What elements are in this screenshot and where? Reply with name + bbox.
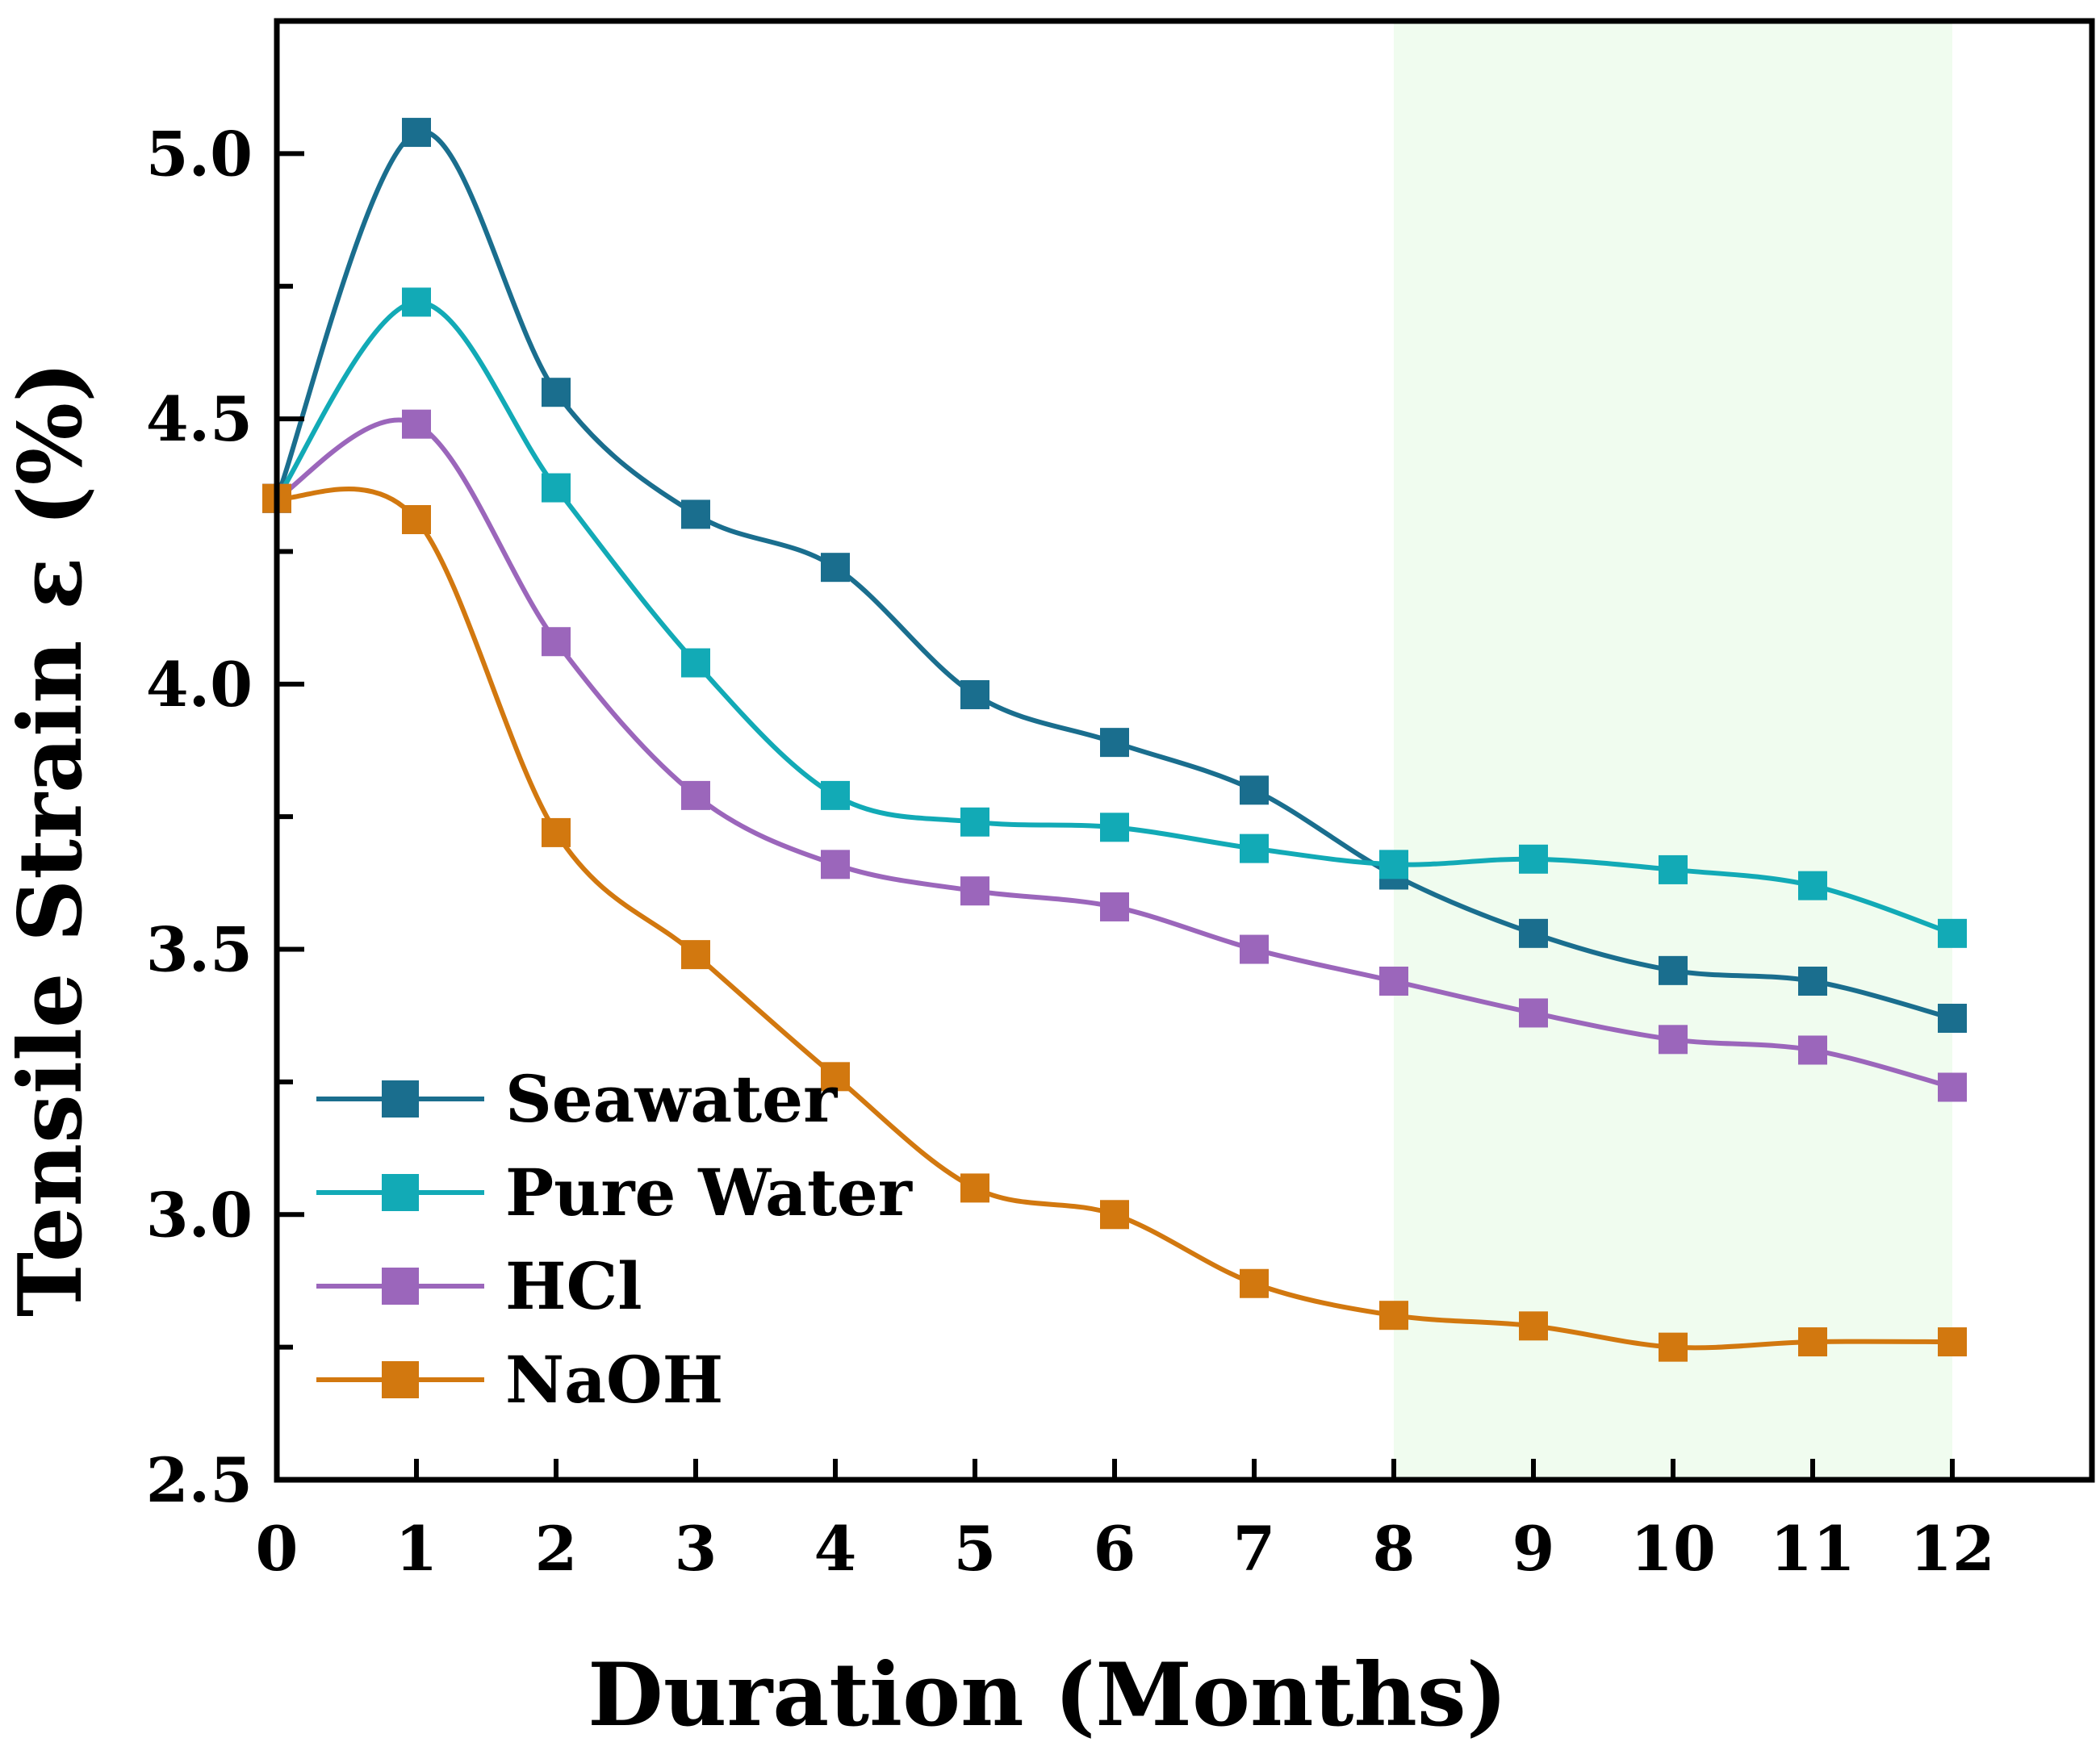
x-tick-label: 10 (1630, 1513, 1716, 1585)
x-tick-label: 2 (535, 1513, 578, 1585)
series-markers-layer (262, 118, 1967, 1362)
data-point-seawater-2 (542, 378, 571, 407)
y-tick-label: 4.5 (146, 383, 253, 455)
data-point-seawater-12 (1938, 1004, 1967, 1034)
data-point-hcl-10 (1659, 1025, 1688, 1055)
x-tick-label: 3 (675, 1513, 717, 1585)
data-point-pure-water-3 (681, 648, 710, 678)
data-point-seawater-1 (402, 118, 431, 148)
legend-marker (382, 1361, 419, 1398)
x-axis-title: Duration (Months) (588, 1644, 1508, 1746)
x-tick-label: 6 (1094, 1513, 1136, 1585)
data-point-hcl-5 (960, 876, 989, 906)
x-tick-label: 1 (395, 1513, 438, 1585)
data-point-seawater-6 (1100, 728, 1129, 758)
x-tick-label: 9 (1512, 1513, 1555, 1585)
x-tick-label: 4 (814, 1513, 857, 1585)
y-tick-label: 3.0 (146, 1179, 253, 1251)
data-point-naoh-6 (1100, 1200, 1129, 1230)
data-point-hcl-4 (821, 850, 850, 879)
series-line-seawater (274, 128, 1953, 1021)
data-point-naoh-3 (681, 940, 710, 970)
legend-label: Pure Water (505, 1155, 913, 1230)
data-point-pure-water-1 (402, 287, 431, 317)
data-point-seawater-7 (1240, 775, 1269, 805)
legend-label: HCl (505, 1248, 642, 1324)
legend-marker (382, 1268, 419, 1305)
highlight-region (1394, 21, 1952, 1480)
x-tick-label: 8 (1373, 1513, 1416, 1585)
legend-item-seawater: Seawater (316, 1061, 838, 1137)
y-tick-label: 4.0 (146, 649, 253, 721)
data-point-hcl-1 (402, 409, 431, 439)
data-point-pure-water-2 (542, 473, 571, 503)
legend-marker (382, 1080, 419, 1118)
y-tick-label: 5.0 (146, 118, 253, 190)
data-point-pure-water-4 (821, 780, 850, 810)
data-point-seawater-11 (1798, 966, 1827, 996)
data-point-hcl-2 (542, 627, 571, 657)
data-point-pure-water-6 (1100, 813, 1129, 842)
data-point-seawater-5 (960, 679, 989, 709)
legend-item-hcl: HCl (316, 1248, 642, 1324)
x-tick-label: 12 (1910, 1513, 1995, 1585)
x-tick-label: 0 (256, 1513, 299, 1585)
legend: Seawater Pure Water HCl NaOH (316, 1061, 913, 1418)
data-point-pure-water-12 (1938, 918, 1967, 948)
highlight-region-layer (1394, 21, 1952, 1480)
data-point-hcl-8 (1379, 966, 1408, 996)
data-point-naoh-4 (821, 1062, 850, 1092)
y-tick-label: 3.5 (146, 914, 253, 986)
data-point-naoh-8 (1379, 1301, 1408, 1331)
data-point-pure-water-8 (1379, 850, 1408, 879)
legend-marker (382, 1174, 419, 1211)
data-point-pure-water-7 (1240, 833, 1269, 863)
data-point-naoh-9 (1519, 1311, 1548, 1341)
data-point-naoh-2 (542, 817, 571, 847)
data-point-seawater-9 (1519, 918, 1548, 948)
data-point-seawater-3 (681, 499, 710, 529)
data-point-pure-water-11 (1798, 871, 1827, 900)
data-point-pure-water-10 (1659, 854, 1688, 884)
y-tick-label: 2.5 (146, 1444, 253, 1516)
legend-label: Seawater (505, 1061, 838, 1137)
data-point-pure-water-5 (960, 807, 989, 837)
y-axis-title: Tensile Strain ε (%) (0, 361, 102, 1317)
legend-item-pure-water: Pure Water (316, 1155, 913, 1230)
data-point-hcl-7 (1240, 934, 1269, 964)
x-tick-label: 7 (1233, 1513, 1276, 1585)
data-point-pure-water-9 (1519, 844, 1548, 874)
legend-label: NaOH (505, 1342, 723, 1418)
data-point-naoh-11 (1798, 1327, 1827, 1357)
legend-item-naoh: NaOH (316, 1342, 723, 1418)
data-point-hcl-11 (1798, 1035, 1827, 1065)
axes-layer: 0 1 2 3 4 5 6 7 8 9 10 11 122.53.03.54.04.55.0 (146, 18, 2095, 1585)
x-tick-label: 5 (954, 1513, 997, 1585)
data-point-naoh-5 (960, 1173, 989, 1203)
data-point-naoh-1 (402, 505, 431, 535)
plot-frame (274, 18, 2095, 1483)
data-point-hcl-12 (1938, 1072, 1967, 1102)
data-point-naoh-7 (1240, 1268, 1269, 1298)
data-point-naoh-12 (1938, 1327, 1967, 1357)
data-point-hcl-9 (1519, 998, 1548, 1028)
data-point-naoh-10 (1659, 1332, 1688, 1362)
data-point-hcl-3 (681, 780, 710, 810)
data-point-hcl-6 (1100, 892, 1129, 921)
data-point-seawater-4 (821, 553, 850, 583)
x-tick-label: 11 (1770, 1513, 1855, 1585)
data-point-seawater-10 (1659, 955, 1688, 985)
